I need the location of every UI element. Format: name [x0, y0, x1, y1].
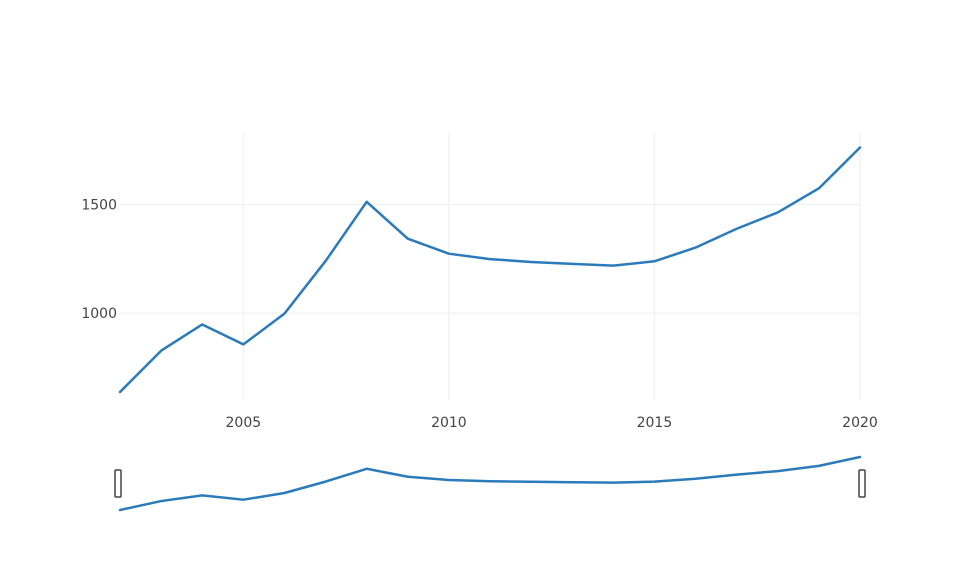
axis-ticks: 2005 2010 2015 2020 1000 1500 — [81, 198, 877, 431]
data-point[interactable] — [566, 258, 578, 270]
range-slider-series-line — [118, 455, 862, 512]
data-point[interactable] — [525, 256, 537, 268]
range-slider-left-handle[interactable] — [114, 469, 122, 498]
y-tick-label: 1000 — [81, 306, 117, 322]
x-tick-label: 2020 — [842, 415, 878, 431]
data-point[interactable] — [361, 196, 373, 208]
plot-area[interactable] — [114, 142, 866, 398]
data-point[interactable] — [690, 242, 702, 254]
x-tick-label: 2010 — [431, 415, 467, 431]
data-point[interactable] — [443, 248, 455, 260]
data-point[interactable] — [648, 255, 660, 267]
x-tick-label: 2015 — [637, 415, 673, 431]
data-point[interactable] — [278, 308, 290, 320]
range-slider-right-handle[interactable] — [858, 469, 866, 498]
range-slider[interactable] — [114, 455, 866, 512]
grid — [120, 133, 861, 400]
data-point[interactable] — [402, 233, 414, 245]
x-tick-label: 2005 — [226, 415, 262, 431]
series-line-0[interactable] — [118, 146, 862, 394]
data-point[interactable] — [854, 142, 866, 154]
data-point[interactable] — [320, 255, 332, 267]
data-point[interactable] — [607, 260, 619, 272]
data-point[interactable] — [114, 386, 126, 398]
data-point[interactable] — [731, 223, 743, 235]
data-point[interactable] — [813, 182, 825, 194]
data-point[interactable] — [155, 345, 167, 357]
data-point[interactable] — [772, 206, 784, 218]
data-point[interactable] — [237, 338, 249, 350]
data-point[interactable] — [196, 318, 208, 330]
data-point[interactable] — [484, 253, 496, 265]
y-tick-label: 1500 — [81, 198, 117, 214]
